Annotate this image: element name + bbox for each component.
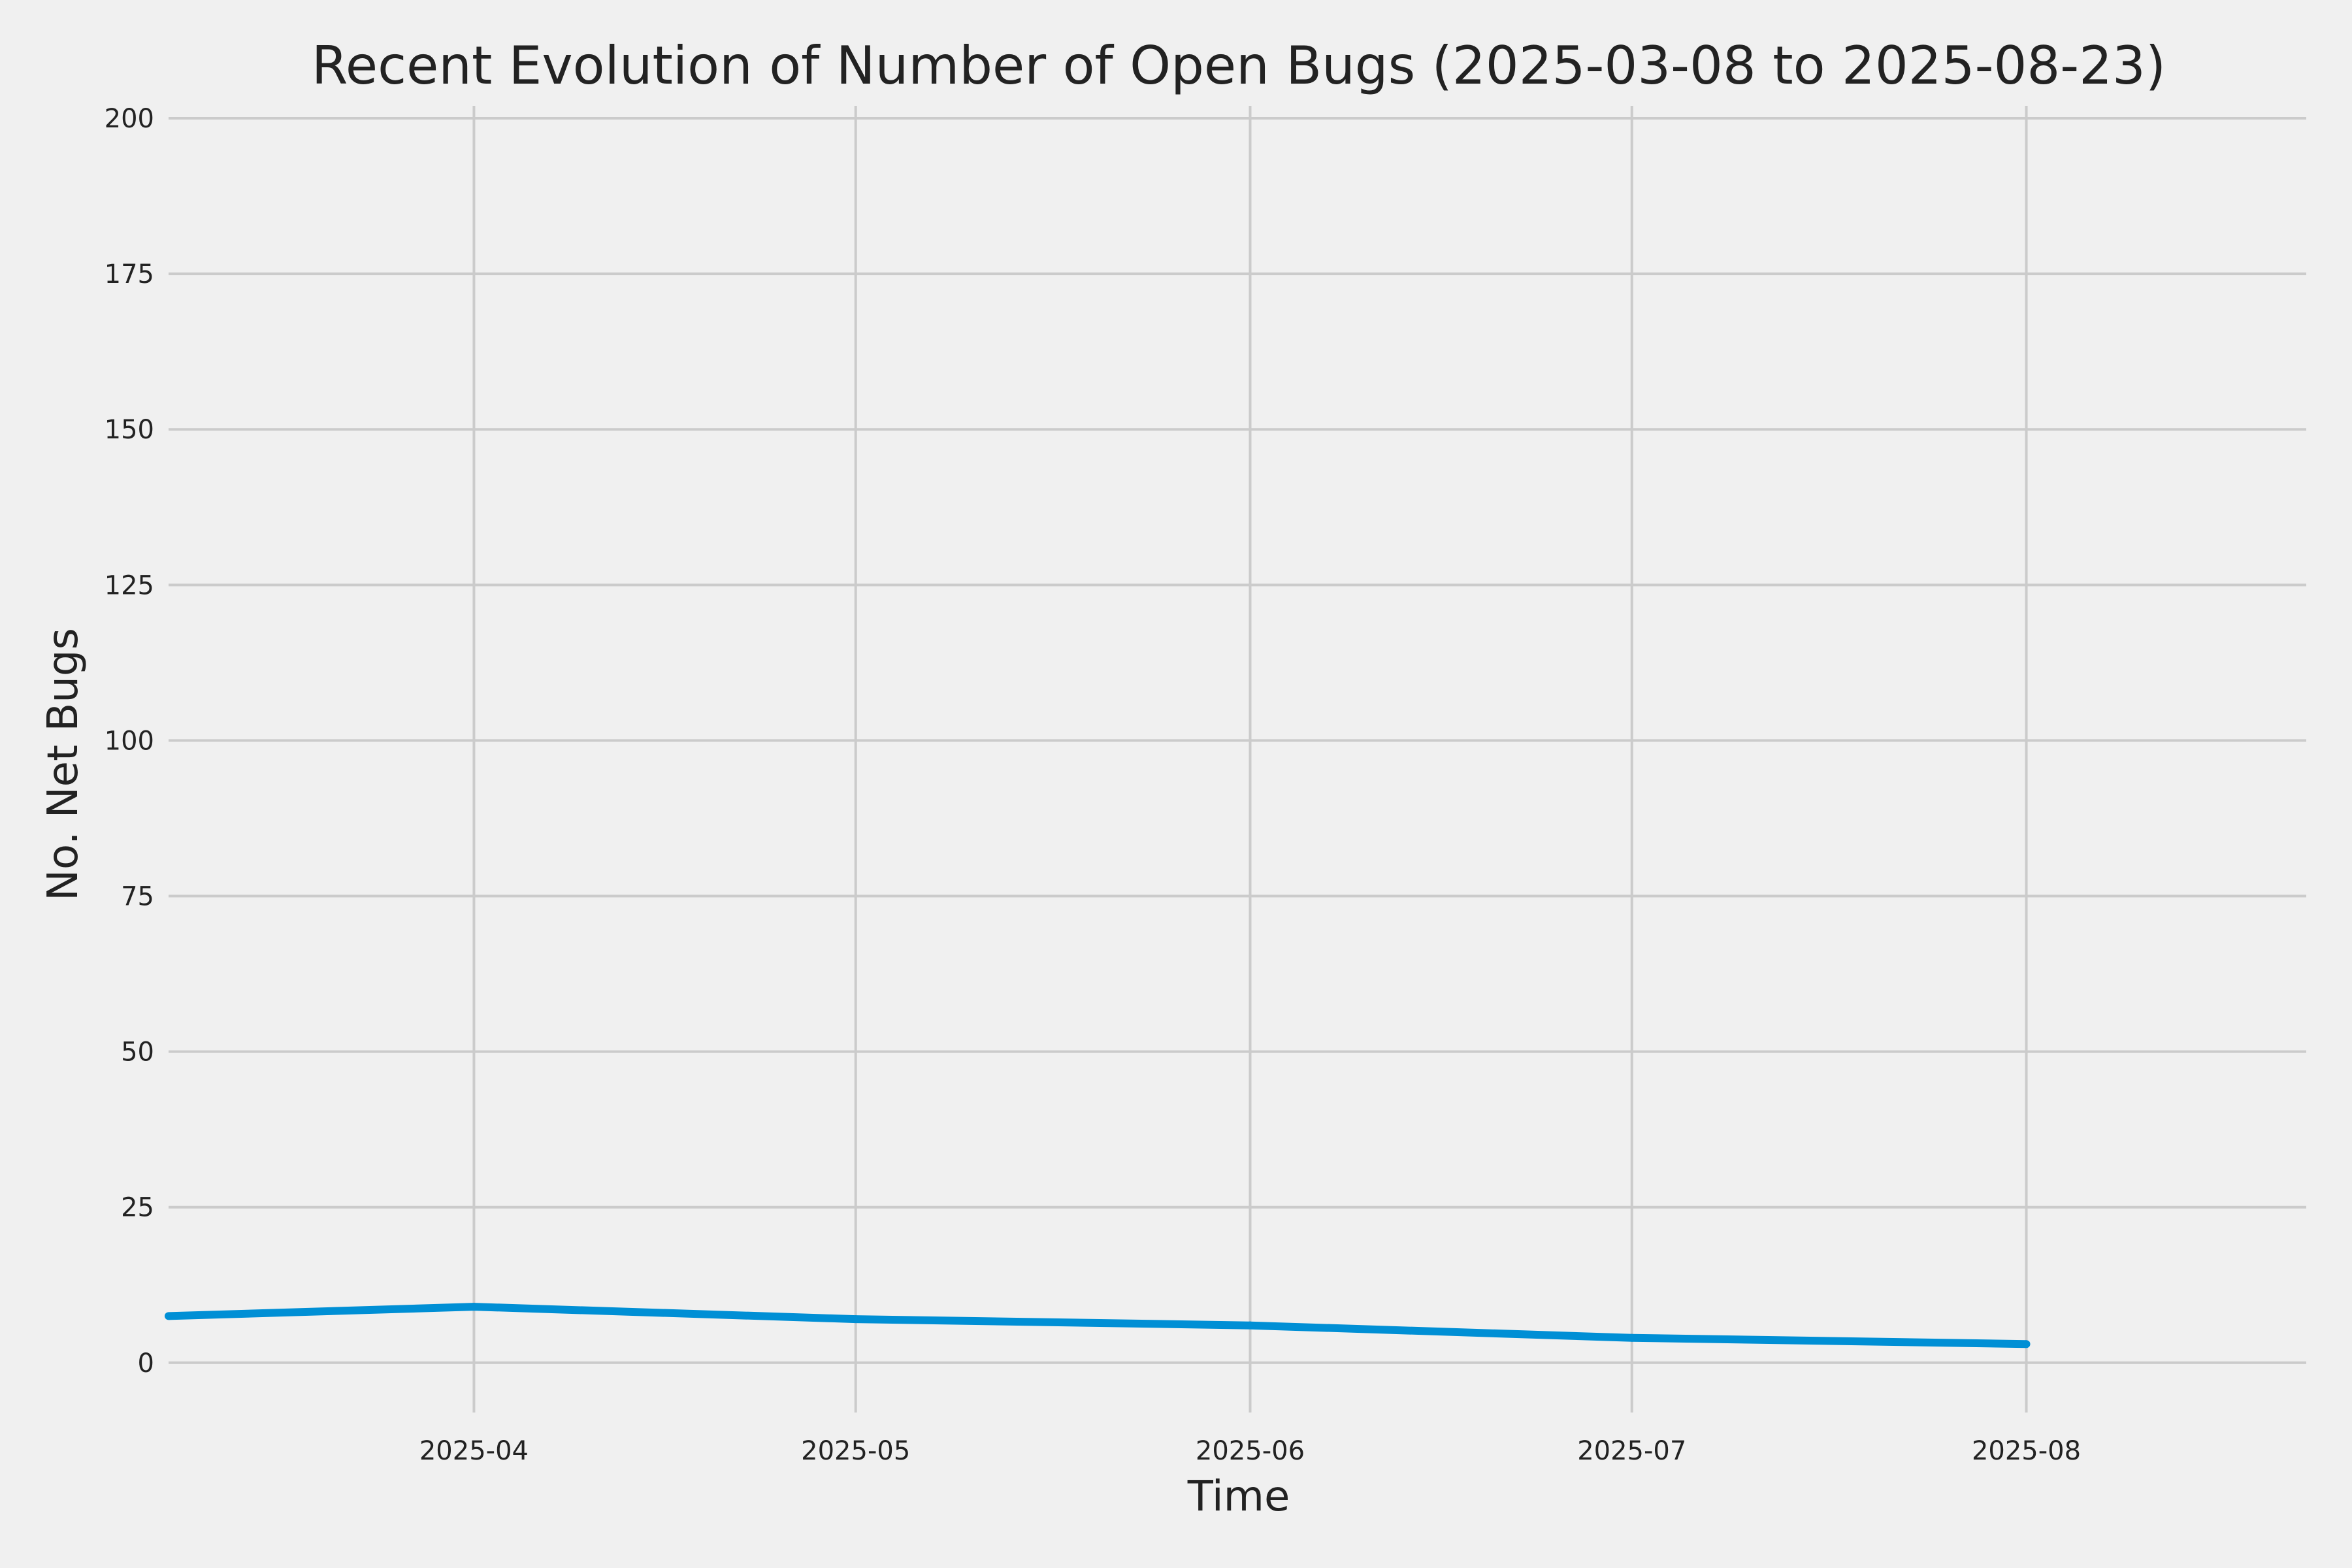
y-tick-label: 0 [138,1348,154,1379]
data-point [470,1303,478,1311]
x-tick-label: 2025-05 [801,1436,910,1466]
y-tick-label: 50 [121,1037,154,1068]
data-point [1246,1321,1254,1330]
x-tick-label: 2025-06 [1196,1436,1305,1466]
y-tick-label: 175 [105,259,154,289]
y-tick-label: 25 [121,1193,154,1223]
y-tick-label: 100 [105,726,154,756]
data-point [1627,1333,1636,1342]
x-tick-label: 2025-04 [419,1436,529,1466]
data-point [165,1312,172,1320]
x-tick-label: 2025-08 [1972,1436,2081,1466]
series-layer [165,1303,2031,1348]
data-point [851,1315,860,1324]
y-axis-label: No. Net Bugs [39,628,88,901]
x-tick-label: 2025-07 [1577,1436,1686,1466]
y-tick-label: 200 [105,104,154,134]
y-tick-label: 125 [105,570,154,600]
x-axis-ticks: 2025-04 2025-05 2025-06 2025-07 2025-08 [419,1436,2081,1466]
series-line [168,1303,2027,1348]
data-point [2022,1340,2031,1348]
chart-title: Recent Evolution of Number of Open Bugs … [312,35,2166,96]
grid [169,106,2306,1413]
x-axis-label: Time [1187,1473,1290,1521]
y-axis-ticks: 0 25 50 75 100 125 150 175 200 [105,104,154,1379]
y-tick-label: 150 [105,415,154,445]
y-tick-label: 75 [121,882,154,912]
